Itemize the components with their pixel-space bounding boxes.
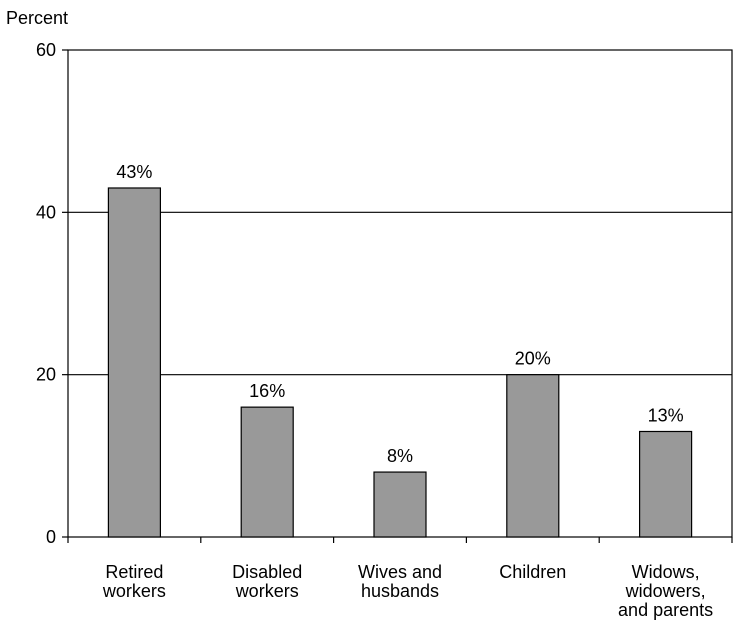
bars [107,187,693,538]
category-label-1: Disabled workers [232,562,302,601]
gridlines [68,211,732,376]
data-label-1: 16% [249,381,285,401]
y-tick-label-20: 20 [36,365,56,385]
bar-2 [373,471,427,538]
data-labels: 43% 16% 8% 20% 13% [116,162,683,466]
y-tick-label-60: 60 [36,40,56,60]
category-label-4: Widows, widowers, and parents [618,562,713,620]
bar-3 [506,374,560,538]
category-label-2: Wives and husbands [358,562,442,601]
data-label-2: 8% [387,446,413,466]
category-label-3: Children [499,562,566,582]
y-tick-label-40: 40 [36,202,56,222]
bar-1 [240,406,294,538]
y-axis: 0 20 40 60 [36,40,68,547]
y-tick-label-0: 0 [46,527,56,547]
data-label-4: 13% [648,405,684,425]
data-label-0: 43% [116,162,152,182]
bar-4 [638,430,693,538]
category-label-0: Retired workers [102,562,166,601]
x-axis: Retired workers Disabled workers Wives and hu… [67,537,733,620]
bar-0 [107,187,162,538]
data-label-3: 20% [515,349,551,369]
y-axis-label: Percent [6,8,68,28]
